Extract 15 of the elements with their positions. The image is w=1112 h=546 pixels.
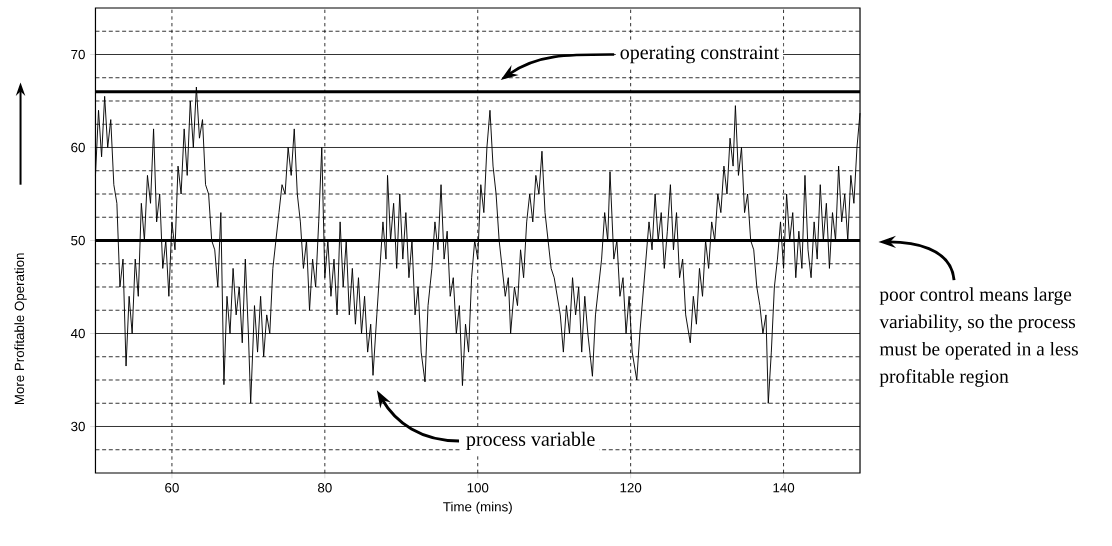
text: poor control means large variability, so the process must be operated in a less profitable region xyxy=(879,287,1078,387)
x-tick-label: 100 xyxy=(467,483,489,493)
x-tick-label: 120 xyxy=(620,483,642,493)
x-axis-title: Time (mins) xyxy=(443,501,512,515)
x-tick-label: 60 xyxy=(165,483,179,493)
y-tick-label: 40 xyxy=(70,328,85,339)
y-tick-label: 50 xyxy=(71,235,85,246)
y-tick-label: 70 xyxy=(71,49,85,60)
x-tick-label: 140 xyxy=(773,483,795,493)
annotation: process variable xyxy=(466,431,595,450)
y-tick-label: 30 xyxy=(71,421,85,432)
y-axis-title: More Profitable Operation xyxy=(14,253,27,405)
y-tick-label: 60 xyxy=(71,142,85,153)
x-tick-label: 80 xyxy=(318,483,332,493)
ref-line-label: operating constraint xyxy=(620,45,780,64)
